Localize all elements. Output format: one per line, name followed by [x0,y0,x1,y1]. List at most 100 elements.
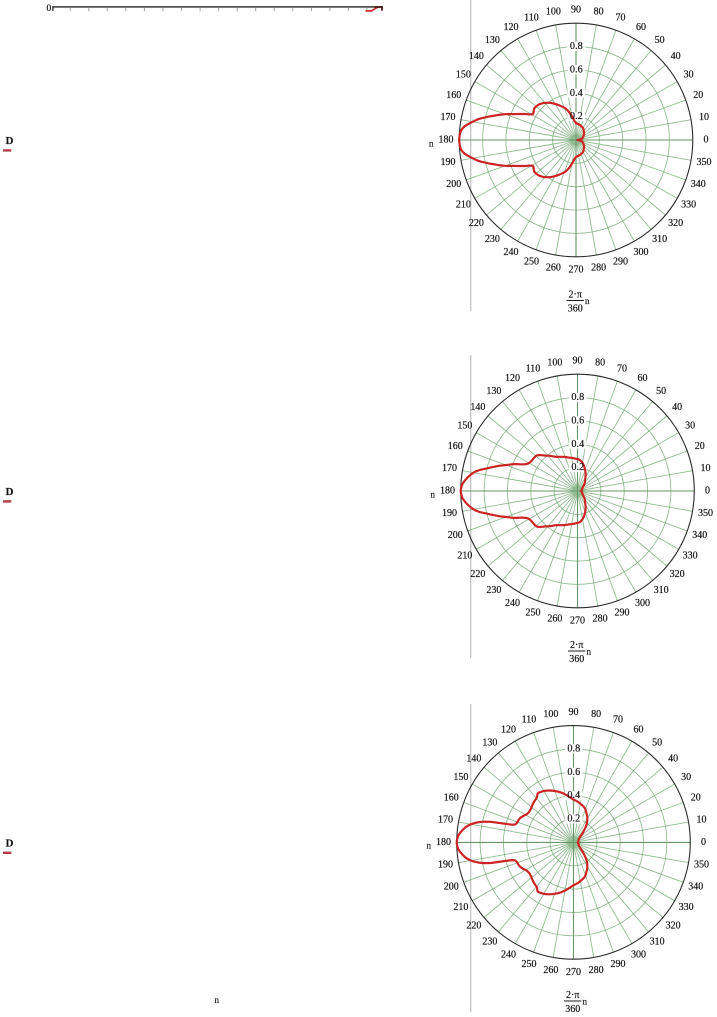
svg-text:n: n [587,647,592,657]
svg-text:70: 70 [617,363,627,374]
svg-text:n: n [429,138,434,148]
svg-text:10: 10 [699,112,709,123]
svg-text:180: 180 [436,837,451,848]
svg-text:0.8: 0.8 [571,392,584,403]
svg-text:260: 260 [546,263,561,274]
svg-text:0: 0 [704,135,709,146]
svg-text:350: 350 [694,860,709,871]
svg-text:170: 170 [442,463,457,474]
svg-text:0.2: 0.2 [571,462,584,473]
svg-text:280: 280 [593,614,608,625]
svg-text:180: 180 [440,486,455,497]
svg-text:80: 80 [595,358,605,369]
svg-text:20: 20 [693,90,703,101]
svg-text:160: 160 [448,441,463,452]
svg-text:0.6: 0.6 [571,415,584,426]
svg-text:20: 20 [695,441,705,452]
svg-text:260: 260 [543,965,558,976]
svg-text:360: 360 [568,304,583,315]
svg-text:350: 350 [698,508,713,519]
svg-text:80: 80 [594,7,604,18]
svg-text:140: 140 [469,51,484,62]
svg-text:300: 300 [634,247,649,258]
svg-text:330: 330 [681,200,696,211]
svg-text:200: 200 [444,881,459,892]
svg-text:0.4: 0.4 [571,439,584,450]
svg-text:230: 230 [486,585,501,596]
svg-text:210: 210 [453,902,468,913]
svg-text:300: 300 [631,950,646,961]
svg-text:60: 60 [636,22,646,33]
svg-text:240: 240 [504,247,519,258]
svg-text:310: 310 [654,585,669,596]
svg-text:270: 270 [566,967,581,978]
svg-text:70: 70 [613,715,623,726]
svg-text:110: 110 [526,363,541,374]
svg-text:170: 170 [441,112,456,123]
svg-text:180: 180 [439,135,454,146]
svg-text:190: 190 [438,860,453,871]
svg-text:50: 50 [655,35,665,46]
svg-text:2·π: 2·π [566,990,579,1001]
svg-text:260: 260 [547,614,562,625]
svg-text:40: 40 [671,51,681,62]
svg-text:290: 290 [613,257,628,268]
svg-text:0.8: 0.8 [567,744,580,755]
svg-text:n: n [431,489,436,499]
svg-text:80: 80 [591,709,601,720]
svg-text:290: 290 [611,959,626,970]
svg-text:140: 140 [470,402,485,413]
svg-text:90: 90 [569,707,579,718]
svg-text:230: 230 [485,234,500,245]
svg-text:320: 320 [666,921,681,932]
svg-text:120: 120 [504,22,519,33]
svg-text:60: 60 [634,724,644,735]
svg-text:0.8: 0.8 [570,41,583,52]
svg-text:0: 0 [701,837,706,848]
svg-text:90: 90 [571,5,581,16]
svg-text:230: 230 [482,937,497,948]
svg-text:0.4: 0.4 [567,790,580,801]
svg-text:200: 200 [446,179,461,190]
svg-text:0.6: 0.6 [570,64,583,75]
svg-text:290: 290 [615,608,630,619]
svg-text:220: 220 [466,921,481,932]
svg-text:130: 130 [482,737,497,748]
svg-text:350: 350 [697,157,712,168]
svg-text:n: n [215,995,220,1005]
svg-text:190: 190 [442,508,457,519]
svg-text:0.2: 0.2 [567,814,580,825]
svg-text:100: 100 [543,709,558,720]
svg-text:300: 300 [635,598,650,609]
svg-text:0: 0 [47,4,52,14]
svg-text:2·π: 2·π [570,640,583,651]
svg-text:160: 160 [444,792,459,803]
svg-text:170: 170 [438,814,453,825]
svg-text:140: 140 [466,753,481,764]
svg-text:340: 340 [691,179,706,190]
svg-text:0.2: 0.2 [570,111,583,122]
svg-text:330: 330 [679,902,694,913]
svg-text:200: 200 [448,530,463,541]
svg-text:0: 0 [705,486,710,497]
svg-text:330: 330 [683,551,698,562]
svg-text:D: D [6,135,14,147]
svg-text:320: 320 [670,569,685,580]
svg-text:270: 270 [570,616,585,627]
svg-text:30: 30 [684,70,694,81]
svg-text:n: n [585,296,590,306]
svg-text:360: 360 [565,1004,580,1015]
svg-text:250: 250 [526,608,541,619]
svg-text:2·π: 2·π [569,289,582,300]
svg-text:120: 120 [501,724,516,735]
svg-text:120: 120 [505,373,520,384]
svg-text:210: 210 [456,200,471,211]
svg-text:320: 320 [668,218,683,229]
svg-text:210: 210 [457,551,472,562]
svg-text:40: 40 [668,753,678,764]
svg-text:220: 220 [470,569,485,580]
svg-text:280: 280 [591,263,606,274]
svg-text:30: 30 [685,421,695,432]
svg-text:D: D [6,486,14,498]
svg-text:100: 100 [547,358,562,369]
